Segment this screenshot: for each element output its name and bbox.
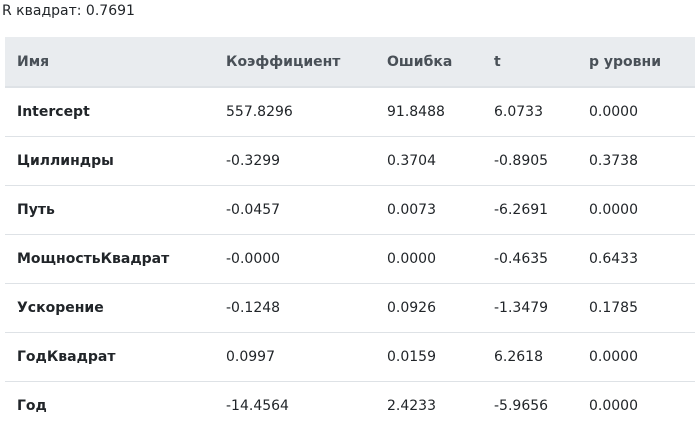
cell-coefficient: -0.3299 [226, 136, 387, 186]
table-row: Год -14.4564 2.4233 -5.9656 0.0000 [5, 382, 695, 431]
cell-error: 0.0159 [387, 332, 494, 382]
cell-coefficient: -0.0457 [226, 185, 387, 235]
cell-t: -0.4635 [494, 234, 589, 284]
cell-t: -1.3479 [494, 283, 589, 333]
regression-table: Имя Коэффициент Ошибка t p уровни Interc… [5, 37, 695, 430]
cell-t: -6.2691 [494, 185, 589, 235]
table-row: Путь -0.0457 0.0073 -6.2691 0.0000 [5, 185, 695, 235]
table-row: Ускорение -0.1248 0.0926 -1.3479 0.1785 [5, 283, 695, 333]
cell-error: 2.4233 [387, 398, 436, 414]
header-p-value: p уровни [589, 37, 695, 88]
cell-error: 0.0000 [387, 234, 494, 284]
cell-p-value: 0.3738 [589, 136, 695, 186]
header-t: t [494, 37, 589, 88]
header-coefficient: Коэффициент [226, 37, 387, 88]
cell-p-value: 0.6433 [589, 234, 695, 284]
cell-name: Год [17, 398, 47, 414]
table-header-row: Имя Коэффициент Ошибка t p уровни [5, 37, 695, 88]
cell-name: Циллиндры [5, 136, 226, 186]
cell-name: Путь [5, 185, 226, 235]
cell-error: 91.8488 [387, 87, 494, 137]
cell-t: -0.8905 [494, 136, 589, 186]
cell-p-value: 0.1785 [589, 283, 695, 333]
cell-coefficient: -0.1248 [226, 283, 387, 333]
cell-error: 0.0926 [387, 283, 494, 333]
cell-error: 0.3704 [387, 136, 494, 186]
table-row: Циллиндры -0.3299 0.3704 -0.8905 0.3738 [5, 136, 695, 186]
cell-t: -5.9656 [494, 398, 549, 414]
table-row: МощностьКвадрат -0.0000 0.0000 -0.4635 0… [5, 234, 695, 284]
cell-name: Intercept [5, 87, 226, 137]
table-row: Intercept 557.8296 91.8488 6.0733 0.0000 [5, 87, 695, 137]
cell-coefficient: -0.0000 [226, 234, 387, 284]
cell-name: МощностьКвадрат [5, 234, 226, 284]
header-error: Ошибка [387, 37, 494, 88]
cell-coefficient: -14.4564 [226, 398, 289, 414]
cell-p-value: 0.0000 [589, 185, 695, 235]
cell-coefficient: 0.0997 [226, 332, 387, 382]
cell-p-value: 0.0000 [589, 398, 638, 414]
cell-p-value: 0.0000 [589, 332, 695, 382]
cell-t: 6.2618 [494, 332, 589, 382]
cell-name: Ускорение [5, 283, 226, 333]
cell-t: 6.0733 [494, 87, 589, 137]
r-squared-label: R квадрат: 0.7691 [2, 3, 135, 19]
header-name: Имя [5, 37, 226, 88]
cell-name: ГодКвадрат [5, 332, 226, 382]
cell-error: 0.0073 [387, 185, 494, 235]
cell-p-value: 0.0000 [589, 87, 695, 137]
cell-coefficient: 557.8296 [226, 87, 387, 137]
table-row: ГодКвадрат 0.0997 0.0159 6.2618 0.0000 [5, 332, 695, 382]
